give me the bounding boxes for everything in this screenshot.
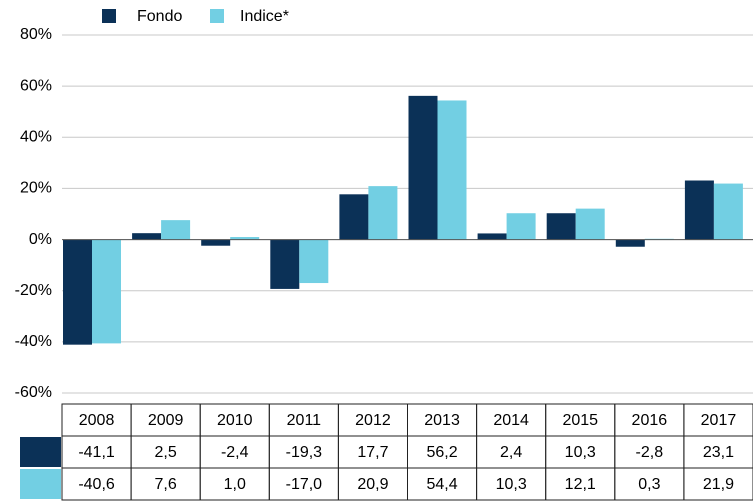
bar bbox=[546, 213, 576, 240]
bar bbox=[339, 194, 369, 240]
y-tick-label: 40% bbox=[20, 129, 52, 146]
table-header: 2015 bbox=[562, 412, 598, 429]
table-value: 1,0 bbox=[224, 476, 246, 493]
table-value: 23,1 bbox=[703, 444, 734, 461]
table-header: 2011 bbox=[287, 412, 322, 429]
bar bbox=[615, 239, 645, 247]
table-value: 17,7 bbox=[357, 444, 388, 461]
table-header: 2013 bbox=[424, 412, 460, 429]
bar bbox=[63, 239, 92, 345]
bar bbox=[713, 183, 743, 240]
bar bbox=[506, 213, 536, 240]
table-value: 7,6 bbox=[155, 476, 177, 493]
bar bbox=[299, 239, 329, 284]
bar bbox=[477, 233, 507, 240]
table-value: 10,3 bbox=[565, 444, 596, 461]
table-value: -17,0 bbox=[286, 476, 323, 493]
table-value: 21,9 bbox=[703, 476, 734, 493]
table-value: -19,3 bbox=[286, 444, 323, 461]
table-value: -41,1 bbox=[78, 444, 115, 461]
table-value: 20,9 bbox=[357, 476, 388, 493]
y-tick-label: -40% bbox=[15, 333, 52, 350]
bar bbox=[575, 208, 605, 240]
table-value: 54,4 bbox=[426, 476, 457, 493]
table-header: 2009 bbox=[148, 412, 184, 429]
y-tick-label: -60% bbox=[15, 384, 52, 401]
y-tick-label: -20% bbox=[15, 282, 52, 299]
table-header: 2016 bbox=[632, 412, 668, 429]
table-header: 2017 bbox=[701, 412, 737, 429]
table-value: 12,1 bbox=[565, 476, 596, 493]
bar bbox=[161, 220, 191, 240]
bar bbox=[408, 95, 438, 240]
table-cell bbox=[683, 467, 753, 501]
table-header: 2014 bbox=[493, 412, 529, 429]
table-value: -2,8 bbox=[636, 444, 664, 461]
table-header: 2012 bbox=[355, 412, 391, 429]
legend-label: Indice* bbox=[240, 8, 289, 25]
table-swatch bbox=[20, 437, 61, 467]
table-value: 56,2 bbox=[426, 444, 457, 461]
legend-swatch bbox=[210, 9, 224, 23]
bar bbox=[368, 186, 398, 240]
bar bbox=[230, 237, 260, 240]
bar bbox=[92, 239, 121, 344]
bar bbox=[132, 233, 162, 240]
bar bbox=[437, 100, 467, 240]
table-swatch bbox=[20, 469, 61, 499]
y-tick-label: 0% bbox=[29, 231, 52, 248]
legend-swatch bbox=[102, 9, 116, 23]
table-header: 2010 bbox=[217, 412, 253, 429]
legend-label: Fondo bbox=[137, 8, 182, 25]
table-value: 2,5 bbox=[155, 444, 177, 461]
y-tick-label: 60% bbox=[20, 77, 52, 94]
bar bbox=[270, 239, 300, 289]
table-header: 2008 bbox=[79, 412, 115, 429]
table-value: 2,4 bbox=[500, 444, 522, 461]
table-value: 10,3 bbox=[496, 476, 527, 493]
table-value: 0,3 bbox=[638, 476, 660, 493]
bar bbox=[201, 239, 231, 246]
table-value: -40,6 bbox=[78, 476, 115, 493]
bar bbox=[684, 180, 714, 240]
y-tick-label: 80% bbox=[20, 26, 52, 43]
table-value: -2,4 bbox=[221, 444, 249, 461]
y-tick-label: 20% bbox=[20, 180, 52, 197]
